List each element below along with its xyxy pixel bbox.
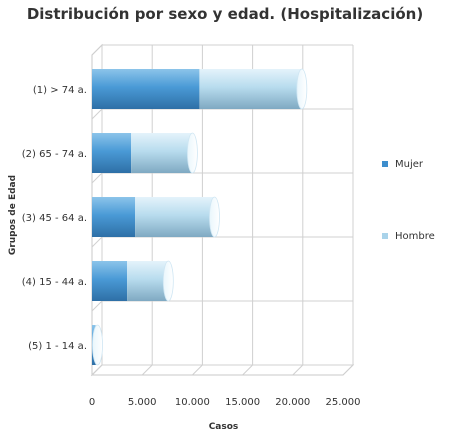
- bar-end-cap: [296, 68, 308, 110]
- y-tick-label: (2) 65 - 74 a.: [22, 149, 87, 160]
- y-gridline-side: [91, 300, 103, 312]
- legend-swatch-hombre: [382, 233, 388, 239]
- bar-end-cap: [162, 260, 174, 302]
- y-tick-label: (5) 1 - 14 a.: [28, 341, 87, 352]
- y-tick-label: (1) > 74 a.: [33, 85, 87, 96]
- y-axis-title: Grupos de Edad: [8, 175, 18, 255]
- x-axis-title: Casos: [209, 422, 239, 432]
- y-gridline-side: [91, 236, 103, 248]
- y-gridline-side: [91, 364, 103, 376]
- legend-swatch-mujer: [382, 161, 388, 167]
- y-gridline-side: [91, 44, 103, 56]
- x-gridline-floor: [242, 364, 253, 376]
- y-tick-label: (4) 15 - 44 a.: [22, 277, 87, 288]
- x-gridline-floor: [141, 364, 153, 376]
- bar-hombre[interactable]: [127, 261, 169, 301]
- bar-hombre[interactable]: [199, 69, 302, 109]
- x-gridline-floor: [292, 364, 304, 376]
- bar-end-cap: [92, 324, 103, 366]
- bar-hombre[interactable]: [135, 197, 215, 237]
- legend-label-hombre[interactable]: Hombre: [395, 231, 435, 242]
- x-tick-label: 10.000: [175, 397, 210, 408]
- bar-mujer[interactable]: [92, 197, 136, 237]
- bar-end-cap: [209, 196, 220, 238]
- x-gridline-floor: [192, 364, 203, 376]
- legend-label-mujer[interactable]: Mujer: [395, 159, 424, 170]
- y-tick-label: (3) 45 - 64 a.: [22, 213, 87, 224]
- floor: [90, 364, 355, 376]
- x-gridline-floor: [342, 364, 354, 376]
- bar-mujer[interactable]: [92, 133, 132, 173]
- y-gridline-side: [91, 108, 103, 120]
- x-tick-label: 5.000: [128, 397, 157, 408]
- bar-hombre[interactable]: [131, 133, 193, 173]
- bar-mujer[interactable]: [92, 261, 128, 301]
- x-tick-label: 25.000: [326, 397, 361, 408]
- bar-end-cap: [186, 132, 198, 174]
- x-tick-label: 15.000: [225, 397, 260, 408]
- bar-mujer[interactable]: [92, 69, 200, 109]
- x-tick-label: 0: [89, 397, 95, 408]
- chart-title: Distribución por sexo y edad. (Hospitali…: [26, 5, 424, 23]
- x-tick-label: 20.000: [275, 397, 310, 408]
- y-gridline-side: [91, 172, 103, 184]
